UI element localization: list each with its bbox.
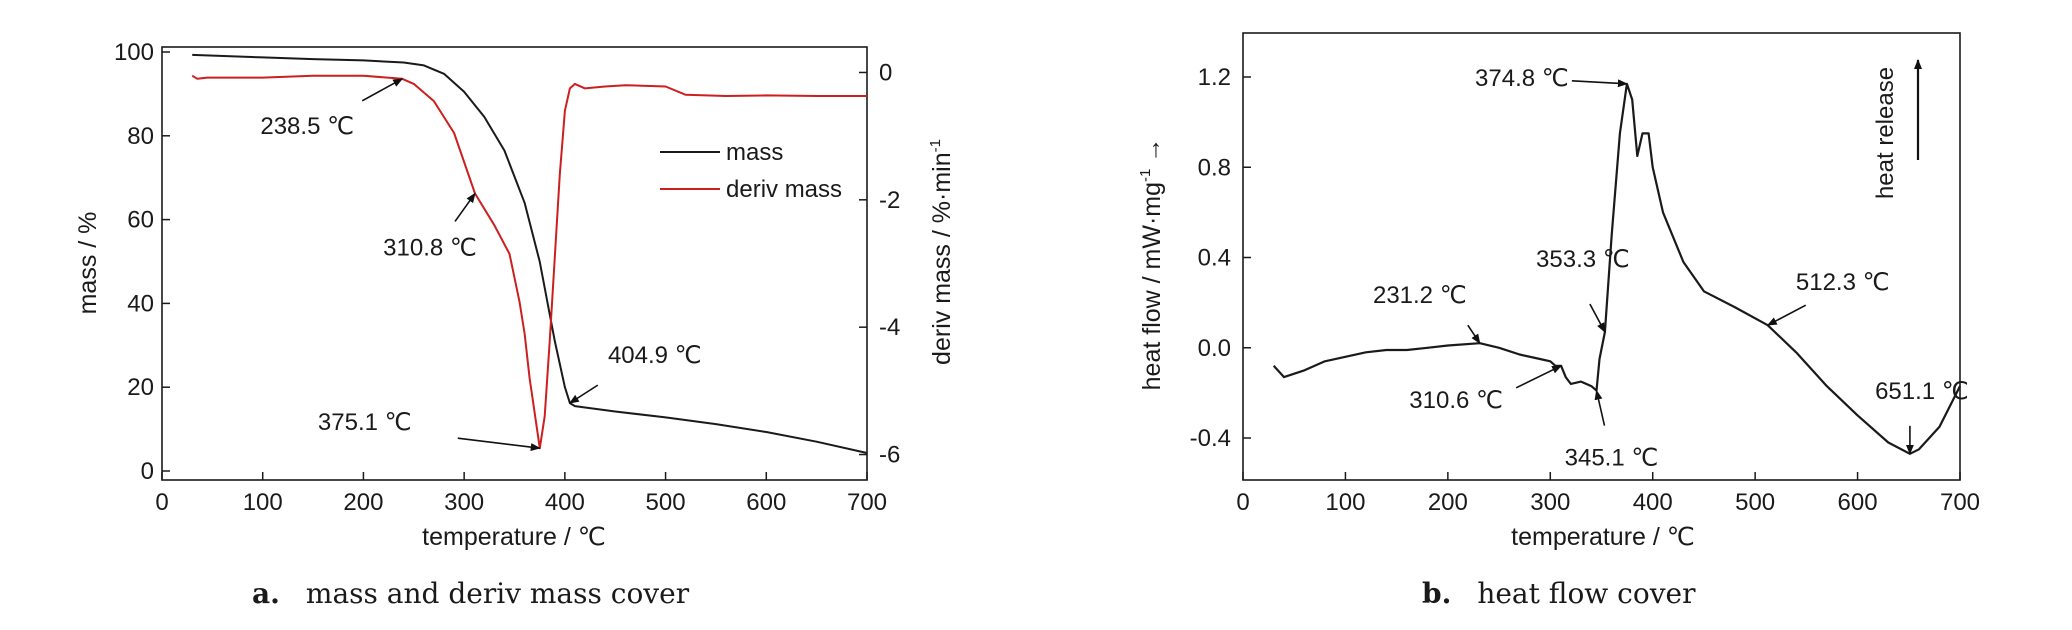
chart-b-y-axis-title-main: heat flow / mW·mg (1138, 182, 1166, 390)
chart-b-x-axis: 0 100 200 300 400 500 600 700 (1236, 472, 1980, 516)
x-tick-label: 700 (1940, 489, 1980, 516)
x-tick-label: 600 (746, 489, 786, 516)
annotation-arrow (457, 437, 541, 452)
x-tick-label: 300 (444, 489, 484, 516)
x-tick-label: 400 (1633, 489, 1673, 516)
annotation-arrow (1515, 365, 1563, 389)
y-right-tick-label: -6 (879, 442, 900, 469)
x-tick-label: 0 (1236, 489, 1249, 516)
legend-label-mass: mass (726, 139, 783, 166)
y-left-tick-label: 100 (114, 39, 154, 66)
annotation-arrow (361, 78, 404, 102)
y-left-tick-label: 60 (127, 207, 154, 234)
chart-b-x-axis-title: temperature / ℃ (1511, 523, 1695, 551)
y-left-tick-label: 20 (127, 374, 154, 401)
y-right-tick-label: -2 (879, 187, 900, 214)
chart-a-y-axis-right-title-sup: -1 (927, 139, 944, 152)
x-tick-label: 500 (1735, 489, 1775, 516)
chart-b-plot-frame (1242, 32, 1961, 481)
heat-release-label: heat release (1872, 67, 1899, 199)
x-tick-label: 500 (646, 489, 686, 516)
chart-b-annotations: 374.8 ℃ 353.3 ℃ 231.2 ℃ 310.6 ℃ 345.1 ℃ 512.3… (1373, 65, 1969, 472)
series-line-mass (192, 53, 868, 454)
annotation-label: 310.6 ℃ (1409, 387, 1503, 414)
annotation-label: 651.1 ℃ (1875, 378, 1969, 405)
x-tick-label: 100 (243, 489, 283, 516)
chart-a-x-axis-title: temperature / ℃ (422, 523, 606, 551)
chart-b-series (1272, 82, 1961, 455)
y-tick-label: 1.2 (1198, 64, 1231, 91)
x-tick-label: 0 (155, 489, 168, 516)
caption-b: b. heat flow cover (1422, 577, 1696, 610)
y-tick-label: 0.0 (1198, 335, 1231, 362)
y-left-tick-label: 80 (127, 123, 154, 150)
annotation-label: 374.8 ℃ (1475, 65, 1569, 92)
caption-b-text: heat flow cover (1477, 577, 1696, 610)
annotation-label: 375.1 ℃ (318, 409, 412, 436)
x-tick-label: 300 (1530, 489, 1570, 516)
chart-b-y-axis: -0.4 0.0 0.4 0.8 1.2 (1190, 64, 1251, 452)
x-tick-label: 200 (343, 489, 383, 516)
chart-a-legend: mass deriv mass (660, 139, 842, 203)
y-right-tick-label: 0 (879, 59, 892, 86)
annotation-label: 238.5 ℃ (260, 113, 354, 140)
x-tick-label: 600 (1838, 489, 1878, 516)
chart-a: 0 100 200 300 400 500 600 700 0 20 40 60 80 100 -6 -4… (74, 39, 956, 610)
chart-a-y-axis-right: -6 -4 -2 0 (859, 59, 900, 469)
y-tick-label: 0.4 (1198, 245, 1231, 272)
x-tick-label: 100 (1325, 489, 1365, 516)
chart-a-x-axis: 0 100 200 300 400 500 600 700 (155, 472, 887, 516)
annotation-label: 231.2 ℃ (1373, 282, 1467, 309)
annotation-arrow (1594, 389, 1606, 426)
chart-b-y-axis-title-sup: -1 (1137, 169, 1154, 182)
chart-b-y-axis-title: heat flow / mW·mg-1 → (1137, 138, 1166, 391)
chart-a-y-axis-left-title: mass / % (74, 212, 102, 315)
y-tick-label: 0.8 (1198, 154, 1231, 181)
annotation-arrow (1467, 324, 1481, 345)
chart-a-plot-frame (161, 46, 868, 481)
chart-a-annotations: 238.5 ℃ 310.8 ℃ 375.1 ℃ 404.9 ℃ (260, 78, 702, 452)
chart-a-y-axis-right-title: deriv mass / %·min-1 (927, 139, 956, 365)
chart-b-y-axis-title-arrow: → (1138, 138, 1166, 163)
series-line-heat-flow (1272, 82, 1961, 455)
x-tick-label: 400 (545, 489, 585, 516)
annotation-arrow (1766, 304, 1807, 326)
x-tick-label: 200 (1428, 489, 1468, 516)
annotation-arrow (454, 192, 476, 222)
y-right-tick-label: -4 (879, 314, 900, 341)
caption-a: a. mass and deriv mass cover (252, 577, 690, 610)
x-tick-label: 700 (847, 489, 887, 516)
annotation-arrow (1571, 79, 1628, 88)
chart-b: 0 100 200 300 400 500 600 700 -0.40.00.40.81.2 … (1137, 32, 1980, 610)
y-left-tick-label: 0 (141, 458, 154, 485)
caption-a-text: mass and deriv mass cover (306, 577, 690, 610)
chart-a-y-axis-right-title-main: deriv mass / %·min (928, 152, 956, 365)
annotation-label: 512.3 ℃ (1796, 269, 1890, 296)
y-tick-label: -0.4 (1190, 425, 1231, 452)
caption-a-letter: a. (252, 577, 280, 610)
chart-a-y-axis-left: 0 20 40 60 80 100 (114, 39, 170, 485)
caption-b-letter: b. (1422, 577, 1451, 610)
legend-label-deriv-mass: deriv mass (726, 176, 842, 203)
annotation-label: 404.9 ℃ (608, 342, 702, 369)
annotation-label: 345.1 ℃ (1565, 445, 1659, 472)
annotation-label: 310.8 ℃ (383, 234, 477, 261)
y-left-tick-label: 40 (127, 290, 154, 317)
annotation-arrow (568, 384, 599, 404)
annotation-label: 353.3 ℃ (1536, 246, 1630, 273)
annotation-arrow (1589, 303, 1606, 333)
